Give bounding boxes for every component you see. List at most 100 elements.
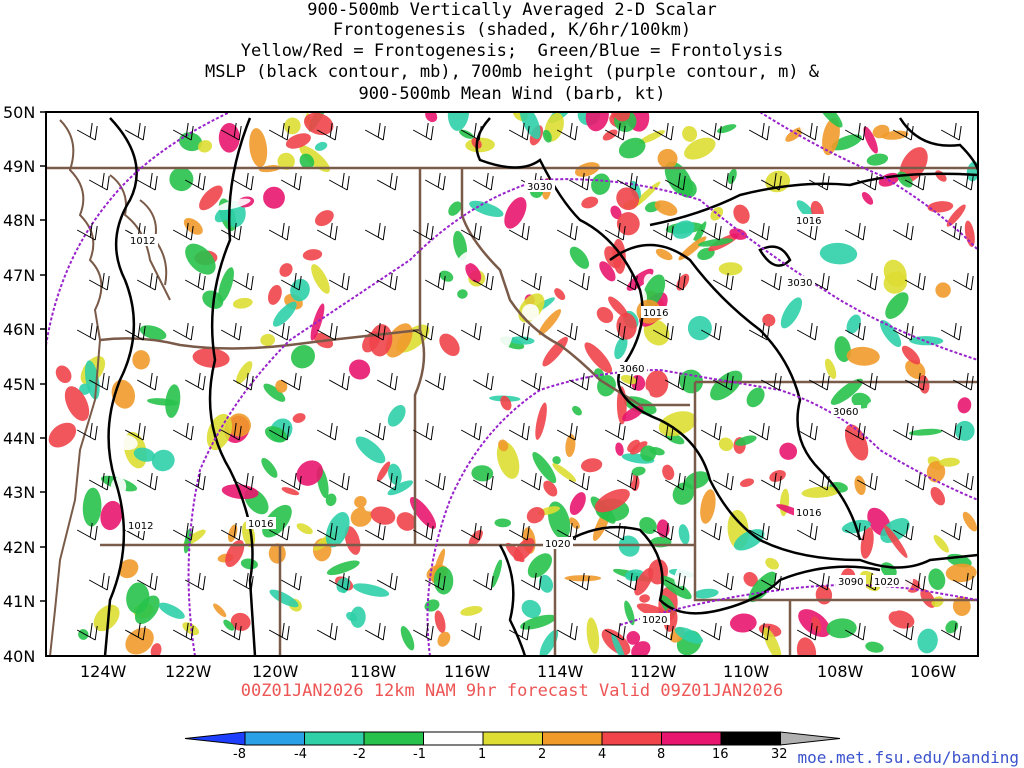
shade-blob bbox=[640, 445, 657, 462]
shade-blob bbox=[465, 262, 482, 283]
wind-barb bbox=[796, 422, 818, 441]
shade-blob bbox=[558, 259, 574, 272]
shade-blob bbox=[292, 413, 306, 423]
wind-barb bbox=[172, 122, 194, 141]
wind-barb bbox=[316, 422, 338, 441]
wind-barb bbox=[748, 322, 770, 341]
shade-blob bbox=[114, 434, 138, 451]
wind-barb bbox=[712, 472, 734, 491]
shade-blob bbox=[585, 112, 609, 132]
wind-barb bbox=[136, 172, 158, 191]
shade-blob bbox=[885, 292, 909, 319]
lat-ticks bbox=[40, 111, 46, 602]
shade-blob bbox=[798, 112, 812, 137]
shade-blob bbox=[132, 350, 150, 370]
wind-barb bbox=[376, 572, 398, 591]
wind-barb bbox=[952, 272, 974, 291]
wind-barb bbox=[412, 522, 434, 541]
shade-blob bbox=[614, 336, 628, 360]
mslp-label-text: 1016 bbox=[248, 519, 273, 530]
shade-blob bbox=[718, 262, 743, 276]
shade-blob bbox=[267, 208, 283, 231]
shade-blob bbox=[872, 602, 898, 612]
shade-blob bbox=[678, 524, 690, 545]
shade-blob bbox=[150, 643, 162, 656]
wind-barb bbox=[604, 622, 626, 641]
credit-link[interactable]: moe.met.fsu.edu/banding bbox=[797, 748, 1019, 767]
colorbar-cell bbox=[601, 731, 662, 746]
colorbar-cell bbox=[482, 731, 543, 746]
shade-blob bbox=[285, 133, 311, 149]
shade-blob bbox=[272, 301, 297, 327]
wind-barb bbox=[856, 472, 878, 491]
shade-blob bbox=[658, 411, 697, 437]
lat-label: 43N bbox=[3, 483, 35, 502]
mslp-label: 1012 bbox=[126, 519, 156, 532]
shade-blob bbox=[639, 594, 650, 603]
wind-barb bbox=[232, 272, 254, 291]
wind-barb bbox=[652, 522, 674, 541]
lat-label: 50N bbox=[3, 103, 35, 122]
wind-barb bbox=[700, 622, 722, 641]
wind-barb bbox=[664, 272, 686, 291]
shade-blob bbox=[296, 523, 313, 535]
shade-blob bbox=[304, 112, 334, 136]
wind-barb bbox=[220, 222, 242, 241]
wind-barb bbox=[604, 322, 626, 341]
wind-barb bbox=[460, 222, 482, 241]
shade-blob bbox=[352, 583, 390, 597]
wind-barb bbox=[136, 472, 158, 491]
wind-barb bbox=[940, 322, 962, 341]
wind-barb bbox=[268, 122, 290, 141]
shade-blob bbox=[263, 186, 285, 209]
wind-barb bbox=[556, 222, 578, 241]
longitude-axis: 124W 122W 120W 118W 116W 114W 112W 110W … bbox=[80, 662, 957, 681]
shade-blob bbox=[851, 392, 872, 409]
lat-label: 44N bbox=[3, 429, 35, 448]
shade-blob bbox=[552, 456, 561, 465]
wind-barb bbox=[616, 572, 638, 591]
wind-barb bbox=[268, 222, 290, 241]
height-label: 3060 bbox=[617, 362, 647, 375]
mslp-label-text: 1020 bbox=[874, 577, 899, 588]
shade-blob bbox=[718, 437, 734, 452]
wind-barb bbox=[232, 572, 254, 591]
wind-barb bbox=[232, 172, 254, 191]
mslp-label: 1016 bbox=[794, 506, 824, 519]
wind-barb bbox=[700, 522, 722, 541]
wind-barb bbox=[88, 272, 110, 291]
shade-blob bbox=[315, 210, 334, 227]
shade-blob bbox=[662, 464, 675, 481]
title-line-3: Yellow/Red = Frontogenesis; Green/Blue =… bbox=[240, 41, 784, 61]
wind-barb bbox=[316, 122, 338, 141]
lat-label: 46N bbox=[3, 320, 35, 339]
wind-barb bbox=[700, 222, 722, 241]
shade-blob bbox=[687, 315, 712, 341]
wind-barb bbox=[568, 372, 590, 391]
wind-barb bbox=[844, 122, 866, 141]
shade-blob bbox=[599, 261, 616, 282]
shade-blob bbox=[936, 152, 957, 170]
shade-blob bbox=[602, 129, 618, 141]
shade-blob bbox=[831, 134, 862, 151]
shade-blob bbox=[515, 272, 539, 284]
shade-blob bbox=[396, 512, 417, 531]
shade-blob bbox=[409, 496, 437, 529]
mslp-label-text: 1016 bbox=[796, 216, 821, 227]
wind-barb bbox=[508, 622, 530, 641]
title-line-4: MSLP (black contour, mb), 700mb height (… bbox=[204, 62, 820, 82]
shade-blob bbox=[344, 526, 361, 555]
shade-blob bbox=[227, 413, 251, 437]
shade-blob bbox=[314, 141, 328, 151]
wind-barb bbox=[520, 372, 542, 391]
wind-barb bbox=[424, 572, 446, 591]
colorbar-cell bbox=[542, 731, 603, 746]
wind-barb bbox=[460, 622, 482, 641]
wind-barb bbox=[220, 122, 242, 141]
wind-barb bbox=[268, 522, 290, 541]
shade-blob bbox=[962, 511, 978, 532]
shade-blob bbox=[824, 358, 837, 380]
wind-barb bbox=[748, 422, 770, 441]
wyoming-border bbox=[693, 380, 978, 602]
wind-barb bbox=[220, 522, 242, 541]
